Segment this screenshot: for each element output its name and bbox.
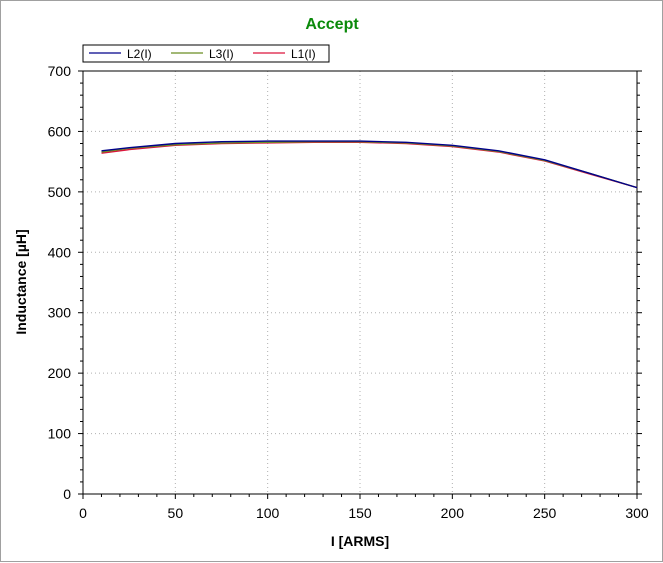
- legend: L2(I) L3(I) L1(I): [82, 44, 330, 63]
- grid: [83, 71, 637, 494]
- y-tick-label: 700: [48, 63, 72, 79]
- x-tick-label: 150: [348, 505, 372, 521]
- y-tick-label: 100: [48, 426, 72, 442]
- series-line-l2i: [101, 140, 638, 189]
- x-tick-label: 300: [625, 505, 649, 521]
- legend-label-l2: L2(I): [127, 47, 152, 61]
- legend-box: [82, 44, 330, 63]
- x-tick-label: 250: [533, 505, 557, 521]
- axis-ticks: 0 50 100 150 200 250 300 0 100 200 300 400 500 600 700: [48, 63, 649, 521]
- y-axis-title: Inductance [µH]: [13, 229, 29, 334]
- x-tick-label: 50: [168, 505, 184, 521]
- y-tick-label: 500: [48, 184, 72, 200]
- y-tick-label: 300: [48, 305, 72, 321]
- y-tick-label: 200: [48, 365, 72, 381]
- legend-label-l1: L1(I): [291, 47, 316, 61]
- y-tick-label: 600: [48, 123, 72, 139]
- x-tick-label: 200: [441, 505, 465, 521]
- plot-area: [82, 70, 638, 495]
- series-line-l1i: [101, 141, 638, 189]
- series-lines: [101, 140, 638, 189]
- legend-label-l3: L3(I): [209, 47, 234, 61]
- x-tick-label: 0: [79, 505, 87, 521]
- y-tick-label: 400: [48, 244, 72, 260]
- x-axis-title: I [ARMS]: [331, 533, 389, 549]
- chart-title: Accept: [305, 16, 359, 33]
- y-tick-label: 0: [63, 486, 71, 502]
- x-tick-label: 100: [256, 505, 280, 521]
